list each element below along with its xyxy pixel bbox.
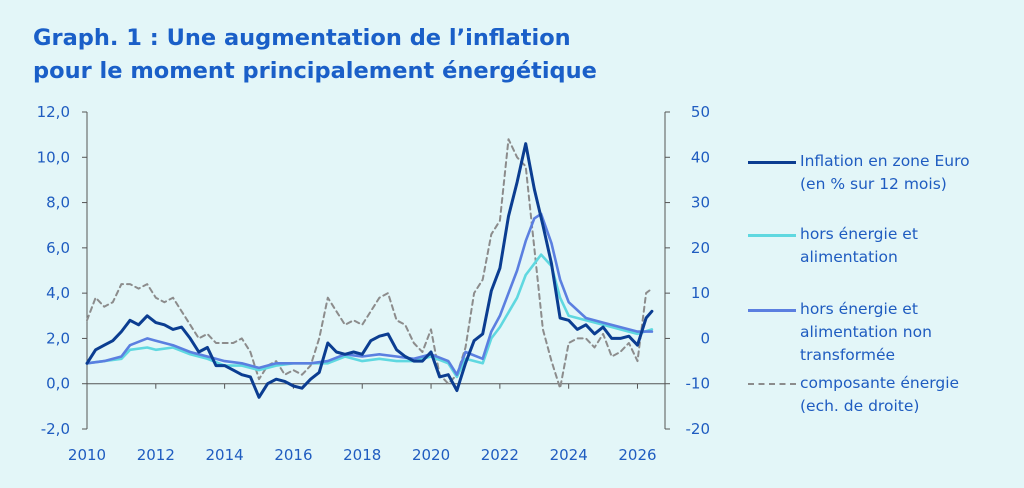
- x-tick-label: 2016: [274, 446, 312, 464]
- legend-swatch-energy: [748, 383, 796, 385]
- y-right-tick-label: -10: [686, 375, 711, 393]
- tick-labels: 12,010,08,06,04,02,00,0-2,050403020100-1…: [37, 103, 710, 464]
- y-left-tick-label: 12,0: [37, 103, 70, 121]
- y-left-tick-label: 0,0: [46, 375, 70, 393]
- y-right-tick-label: 50: [691, 103, 710, 121]
- series-lines: [85, 138, 654, 399]
- y-right-tick-label: 30: [691, 194, 710, 212]
- y-left-tick-label: -2,0: [41, 420, 70, 438]
- y-left-tick-label: 10,0: [37, 148, 70, 166]
- x-tick-label: 2022: [481, 446, 519, 464]
- y-right-tick-label: -20: [686, 420, 711, 438]
- x-tick-label: 2024: [550, 446, 588, 464]
- legend-swatch-core-unprocessed: [748, 309, 796, 312]
- y-left-tick-label: 2,0: [46, 329, 70, 347]
- y-left-tick-label: 8,0: [46, 194, 70, 212]
- y-right-tick-label: 10: [691, 284, 710, 302]
- series-line-inflation: [85, 142, 654, 399]
- y-right-tick-label: 40: [691, 148, 710, 166]
- x-tick-label: 2014: [206, 446, 244, 464]
- legend-label-inflation: Inflation en zone Euro (en % sur 12 mois…: [800, 152, 970, 193]
- x-tick-label: 2026: [618, 446, 656, 464]
- y-left-tick-label: 4,0: [46, 284, 70, 302]
- y-left-tick-label: 6,0: [46, 239, 70, 257]
- x-tick-label: 2018: [343, 446, 381, 464]
- chart-title-line-2: pour le moment principalement énergétiqu…: [33, 58, 597, 84]
- legend-label-core: hors énergie et alimentation: [800, 225, 918, 266]
- axes: [82, 111, 670, 430]
- chart-title-line-1: Graph. 1 : Une augmentation de l’inflati…: [33, 25, 571, 51]
- legend-swatch-core: [748, 234, 796, 237]
- legend-label-energy: composante énergie (ech. de droite): [800, 374, 960, 415]
- x-tick-label: 2020: [412, 446, 450, 464]
- y-right-tick-label: 20: [691, 239, 710, 257]
- x-tick-label: 2012: [137, 446, 175, 464]
- chart-title: Graph. 1 : Une augmentation de l’inflati…: [33, 22, 597, 88]
- series-line-energy: [86, 138, 653, 390]
- x-tick-label: 2010: [68, 446, 106, 464]
- series-line-core: [85, 253, 654, 379]
- y-right-tick-label: 0: [700, 329, 710, 347]
- legend-label-core-unprocessed: hors énergie et alimentation non transfo…: [800, 300, 932, 364]
- legend-swatch-inflation: [748, 161, 796, 164]
